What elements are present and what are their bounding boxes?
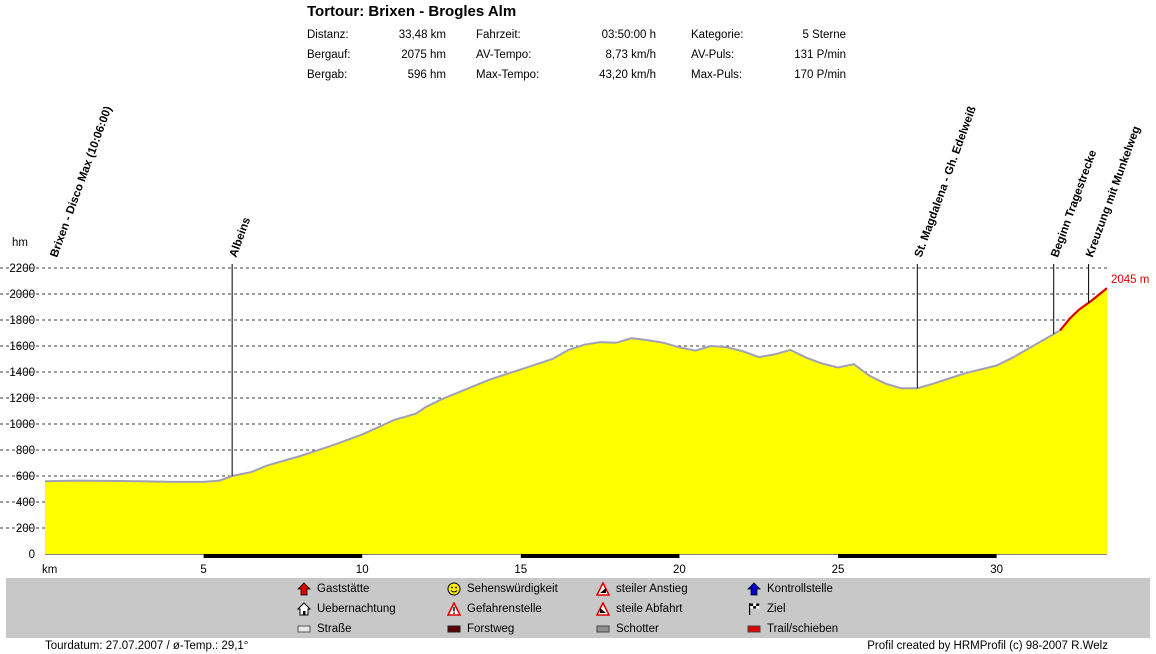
- y-tick-label: 200: [16, 523, 35, 535]
- trail-segment: [1059, 287, 1108, 332]
- finish-flag-icon: [747, 602, 761, 616]
- legend-item-restaurant: Gaststätte: [297, 582, 369, 596]
- y-tick-label: 1200: [9, 393, 35, 405]
- credits-footer: Profil created by HRMProfil (c) 98-2007 …: [867, 640, 1108, 652]
- stat-distance-value: 33,48 km: [398, 29, 446, 41]
- y-tick-label: 800: [16, 445, 35, 457]
- y-axis: 0 200 400 600 800 1000 1200 1400 1600 1800 2000 220…: [9, 263, 35, 561]
- y-tick-label: 0: [29, 549, 35, 561]
- marker-label: Brixen - Disco Max (10:06:00): [49, 105, 115, 259]
- stat-maxpulse-label: Max-Puls:: [691, 69, 743, 81]
- x-axis-label: km: [42, 564, 57, 576]
- road-icon: [297, 622, 311, 636]
- legend-item-trail: Trail/schieben: [747, 622, 838, 636]
- stat-avgspeed-label: AV-Tempo:: [476, 49, 532, 61]
- forest-road-icon: [447, 622, 461, 636]
- legend-item-road: Straße: [297, 622, 352, 636]
- trail-icon: [747, 622, 761, 636]
- end-elevation-label: 2045 m: [1111, 274, 1149, 286]
- legend-item-gravel: Schotter: [596, 622, 659, 636]
- steep-descent-icon: [595, 601, 611, 616]
- y-tick-label: 2000: [9, 289, 35, 301]
- surface-segment: [838, 554, 997, 558]
- tour-date-footer: Tourdatum: 27.07.2007 / ø-Temp.: 29,1°: [45, 640, 249, 652]
- x-tick-label: 30: [990, 564, 1003, 576]
- y-tick-label: 2200: [9, 263, 35, 275]
- legend-item-forest-road: Forstweg: [447, 622, 514, 636]
- steep-climb-icon: [595, 581, 611, 596]
- stat-descent-value: 596 hm: [407, 69, 446, 81]
- y-tick-label: 1600: [9, 341, 35, 353]
- stat-descent-label: Bergab:: [307, 69, 348, 81]
- stat-category-label: Kategorie:: [691, 29, 744, 41]
- stat-ridetime-value: 03:50:00 h: [601, 29, 656, 41]
- legend-item-steep-climb: steiler Anstieg: [595, 581, 688, 596]
- stat-ridetime-label: Fahrzeit:: [476, 29, 521, 41]
- x-axis: 5 10 15 20 25 30: [200, 554, 1003, 576]
- surface-segment: [203, 554, 363, 558]
- legend: Gaststätte Uebernachtung Straße Sehenswü…: [6, 578, 1150, 638]
- stat-ascent-label: Bergauf:: [307, 49, 351, 61]
- marker-label: Albeins: [228, 216, 253, 259]
- stat-avgspeed-value: 8,73 km/h: [605, 49, 657, 61]
- marker-label: Kreuzung mit Munkelweg: [1084, 125, 1143, 259]
- house-icon: [296, 602, 312, 616]
- legend-item-sight: Sehenswürdigkeit: [447, 582, 558, 596]
- gravel-icon: [596, 622, 610, 636]
- y-tick-label: 400: [16, 497, 35, 509]
- warning-icon: [446, 601, 462, 616]
- restaurant-icon: [297, 582, 311, 596]
- surface-segment: [520, 554, 680, 558]
- profile-outline: [44, 329, 1061, 483]
- stat-maxpulse-value: 170 P/min: [794, 69, 846, 81]
- stat-avgpulse-label: AV-Puls:: [691, 49, 735, 61]
- y-axis-label: hm: [12, 237, 28, 249]
- legend-item-danger: Gefahrenstelle: [446, 601, 542, 616]
- legend-item-checkpoint: Kontrollstelle: [747, 582, 833, 596]
- elevation-profile-chart: Brixen - Disco Max (10:06:00) Albeins St. …: [0, 105, 1149, 576]
- x-tick-label: 20: [673, 564, 686, 576]
- legend-item-steep-descent: steile Abfahrt: [595, 601, 682, 616]
- stat-ascent-value: 2075 hm: [401, 49, 446, 61]
- x-tick-label: 25: [832, 564, 845, 576]
- stat-distance-label: Distanz:: [307, 29, 349, 41]
- y-tick-label: 1400: [9, 367, 35, 379]
- stat-maxspeed-label: Max-Tempo:: [476, 69, 540, 81]
- x-tick-label: 15: [514, 564, 527, 576]
- legend-item-lodging: Uebernachtung: [296, 602, 396, 616]
- y-tick-label: 1800: [9, 315, 35, 327]
- checkpoint-icon: [747, 582, 761, 596]
- y-tick-label: 1000: [9, 419, 35, 431]
- x-tick-label: 10: [356, 564, 369, 576]
- stat-maxspeed-value: 43,20 km/h: [599, 69, 656, 81]
- stat-avgpulse-value: 131 P/min: [794, 49, 846, 61]
- legend-item-finish: Ziel: [747, 602, 786, 616]
- smiley-icon: [447, 582, 461, 596]
- stat-category-value: 5 Sterne: [802, 29, 846, 41]
- chart-title: Tortour: Brixen - Brogles Alm: [307, 3, 517, 20]
- x-tick-label: 5: [200, 564, 206, 576]
- marker-label: St. Magdalena - Gh. Edelweiß: [913, 105, 979, 259]
- profile-area: [45, 288, 1107, 554]
- y-tick-label: 600: [16, 471, 35, 483]
